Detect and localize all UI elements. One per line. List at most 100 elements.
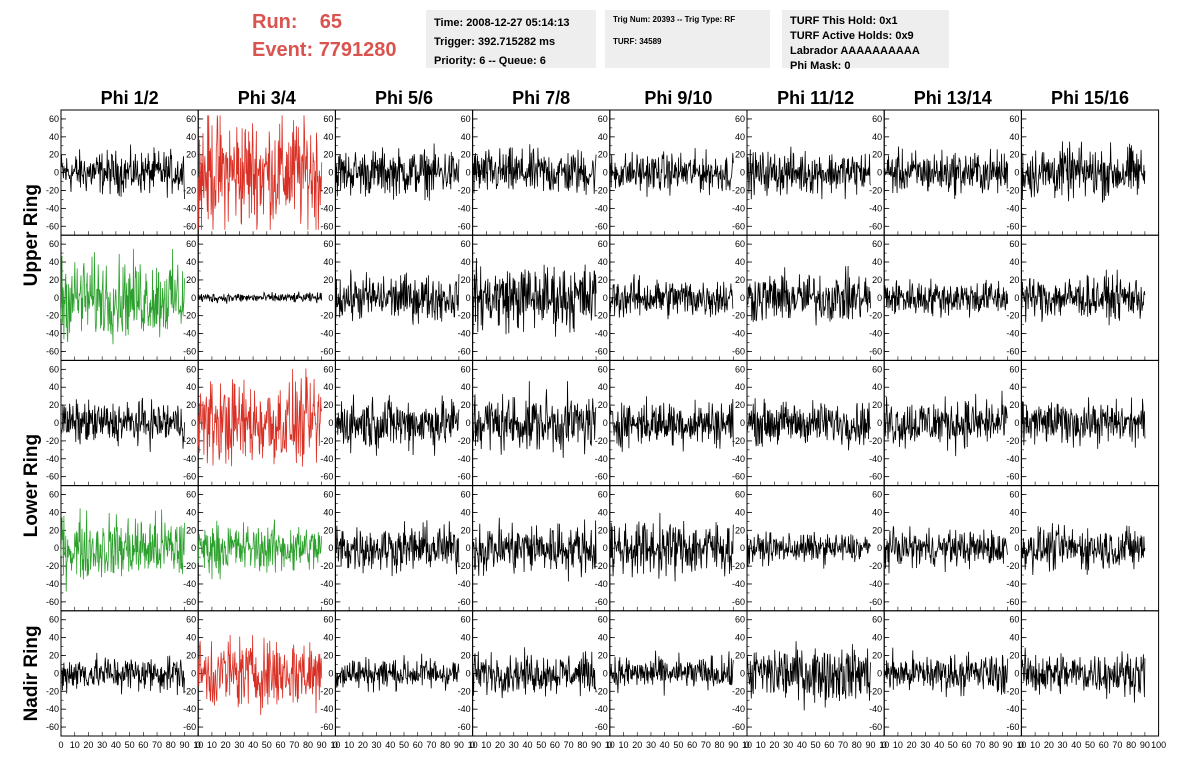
- x-tick-label: 30: [646, 740, 656, 750]
- column-title-phi: Phi 3/4: [238, 88, 296, 108]
- y-tick-label: 20: [49, 525, 59, 535]
- y-tick-label: -40: [183, 203, 196, 213]
- x-tick-label: 40: [522, 740, 532, 750]
- waveform-trace: [609, 274, 734, 320]
- run-event-header: Run: 65 Event: 7791280: [252, 8, 397, 64]
- y-tick-label: 60: [872, 490, 882, 500]
- y-tick-label: -40: [595, 329, 608, 339]
- y-tick-label: 60: [735, 239, 745, 249]
- y-tick-label: 60: [323, 239, 333, 249]
- waveform-trace: [472, 517, 597, 582]
- y-tick-label: 20: [49, 275, 59, 285]
- y-tick-label: 60: [186, 490, 196, 500]
- y-tick-label: 0: [191, 168, 196, 178]
- y-tick-label: 40: [872, 382, 882, 392]
- y-tick-label: 60: [186, 114, 196, 124]
- y-tick-label: 20: [1009, 275, 1019, 285]
- y-tick-label: 20: [323, 400, 333, 410]
- y-tick-label: 20: [461, 525, 471, 535]
- y-tick-label: -40: [320, 579, 333, 589]
- y-tick-label: -40: [320, 329, 333, 339]
- y-tick-label: 60: [735, 114, 745, 124]
- y-tick-label: 0: [1014, 418, 1019, 428]
- y-tick-label: -40: [183, 454, 196, 464]
- waveform-trace: [883, 278, 1009, 318]
- y-tick-label: -40: [458, 704, 471, 714]
- y-tick-label: -60: [595, 472, 608, 482]
- y-tick-label: 20: [323, 275, 333, 285]
- x-tick-label: 70: [975, 740, 985, 750]
- y-tick-label: 60: [598, 615, 608, 625]
- phi-mask-text: Phi Mask: 0: [790, 60, 851, 72]
- y-tick-label: 40: [598, 633, 608, 643]
- x-tick-label: 0: [333, 740, 338, 750]
- waveform-trace: [335, 269, 460, 325]
- y-tick-label: -40: [732, 579, 745, 589]
- y-tick-label: -40: [1006, 329, 1019, 339]
- y-tick-label: 0: [1014, 293, 1019, 303]
- y-tick-label: 40: [735, 132, 745, 142]
- y-tick-label: 0: [603, 418, 608, 428]
- y-tick-label: 20: [323, 150, 333, 160]
- y-tick-label: -60: [320, 346, 333, 356]
- x-tick-label: 90: [591, 740, 601, 750]
- y-tick-label: 0: [54, 668, 59, 678]
- y-tick-label: 20: [735, 400, 745, 410]
- y-tick-label: -20: [458, 185, 471, 195]
- y-tick-label: 0: [1014, 168, 1019, 178]
- y-tick-label: -20: [183, 185, 196, 195]
- y-tick-label: 40: [323, 132, 333, 142]
- waveform-trace: [60, 652, 185, 696]
- y-tick-label: 20: [598, 651, 608, 661]
- x-tick-label: 20: [83, 740, 93, 750]
- y-tick-label: -40: [595, 579, 608, 589]
- trig-num-text: Trig Num: 20393 -- Trig Type: RF: [613, 15, 736, 24]
- x-tick-label: 70: [564, 740, 574, 750]
- y-tick-label: -40: [1006, 454, 1019, 464]
- x-tick-label: 40: [385, 740, 395, 750]
- waveform-trace: [883, 526, 1009, 574]
- y-tick-label: -60: [1006, 597, 1019, 607]
- time-info-box: Time: 2008-12-27 05:14:13 Trigger: 392.7…: [426, 10, 596, 68]
- y-tick-label: -60: [320, 597, 333, 607]
- run-label: Run:: [252, 11, 298, 33]
- column-title-phi: Phi 1/2: [101, 88, 159, 108]
- x-tick-label: 0: [607, 740, 612, 750]
- y-tick-label: 20: [186, 275, 196, 285]
- y-tick-label: 20: [598, 275, 608, 285]
- y-tick-label: 60: [872, 114, 882, 124]
- x-tick-label: 60: [824, 740, 834, 750]
- y-tick-label: 60: [49, 615, 59, 625]
- x-tick-label: 60: [413, 740, 423, 750]
- x-tick-label: 80: [1126, 740, 1136, 750]
- waveform-trace: [197, 115, 323, 230]
- waveform-trace: [472, 257, 597, 337]
- x-tick-label: 60: [276, 740, 286, 750]
- y-tick-label: 0: [740, 418, 745, 428]
- x-tick-label: 80: [715, 740, 725, 750]
- y-tick-label: -60: [320, 221, 333, 231]
- waveform-trace: [60, 248, 185, 345]
- y-tick-label: 60: [461, 490, 471, 500]
- x-tick-label: 20: [495, 740, 505, 750]
- y-tick-label: 60: [735, 364, 745, 374]
- y-tick-label: 20: [186, 525, 196, 535]
- y-tick-label: -20: [46, 311, 59, 321]
- x-tick-label: 50: [811, 740, 821, 750]
- y-tick-label: 40: [49, 507, 59, 517]
- y-tick-label: -20: [458, 686, 471, 696]
- time-text: Time: 2008-12-27 05:14:13: [434, 17, 570, 29]
- x-tick-label: 80: [440, 740, 450, 750]
- y-tick-label: 0: [191, 543, 196, 553]
- y-tick-label: 40: [49, 132, 59, 142]
- y-tick-label: -60: [458, 472, 471, 482]
- y-tick-label: -60: [458, 346, 471, 356]
- y-tick-label: 40: [735, 382, 745, 392]
- y-tick-label: -60: [183, 597, 196, 607]
- y-tick-label: 60: [186, 239, 196, 249]
- y-tick-label: -40: [869, 579, 882, 589]
- y-tick-label: 0: [466, 668, 471, 678]
- y-tick-label: 0: [603, 168, 608, 178]
- x-tick-label: 70: [838, 740, 848, 750]
- row-label-ring: Upper Ring: [21, 184, 42, 286]
